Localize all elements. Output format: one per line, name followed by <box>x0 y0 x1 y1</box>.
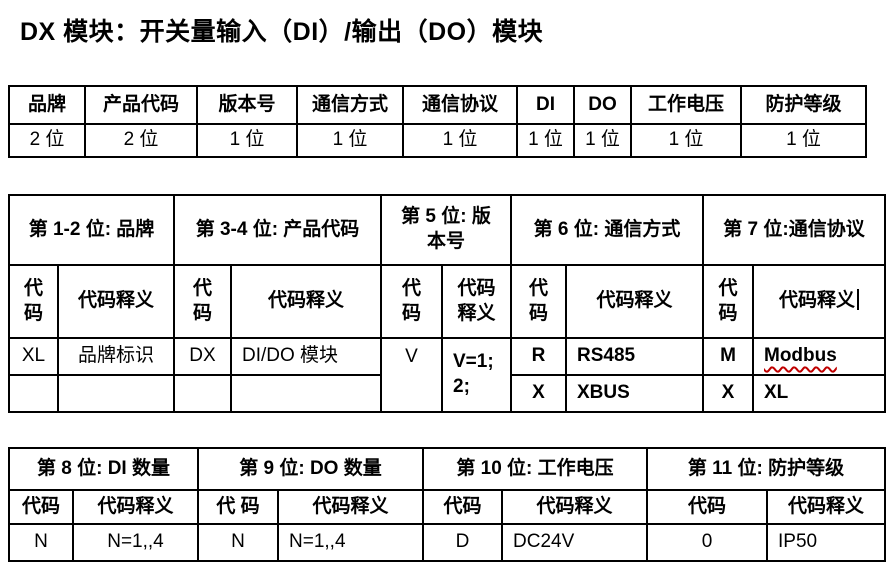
section-header-comm-protocol: 第 7 位:通信协议 <box>702 194 886 266</box>
value-cell: 2 位 <box>84 123 198 158</box>
cell-brand-code: XL <box>8 337 59 376</box>
value-cell: 1 位 <box>196 123 298 158</box>
data-row: N N=1,,4 N N=1,,4 D DC24V 0 IP50 <box>8 523 886 562</box>
section-header-version: 第 5 位: 版 本号 <box>380 194 512 266</box>
cell-empty <box>173 374 232 413</box>
cell-comm-mode-code: R <box>510 337 567 376</box>
cell-voltage-meaning: DC24V <box>501 523 648 562</box>
cell-comm-mode-meaning: RS485 <box>565 337 704 376</box>
cell-empty <box>230 374 382 413</box>
subheader-meaning: 代码释义 <box>766 489 886 525</box>
cell-protocol-meaning: Modbus <box>752 337 886 376</box>
subheader-code: 代 码 <box>197 489 279 525</box>
subheader-meaning: 代码释义 <box>72 489 199 525</box>
header-cell-comm-protocol: 通信协议 <box>402 85 518 125</box>
cell-protocol-meaning: XL <box>752 374 886 413</box>
positions-8-11-table: 第 8 位: DI 数量 第 9 位: DO 数量 第 10 位: 工作电压 第… <box>8 447 886 562</box>
subheader-code: 代 码 <box>173 264 232 339</box>
cell-comm-mode-code: X <box>510 374 567 413</box>
section-header-voltage: 第 10 位: 工作电压 <box>422 447 648 491</box>
subheader-code: 代码 <box>646 489 768 525</box>
cell-voltage-code: D <box>422 523 503 562</box>
cell-do-meaning: N=1,,4 <box>277 523 424 562</box>
data-row: X XBUS X XL <box>8 374 886 413</box>
header-cell-do: DO <box>573 85 632 125</box>
value-cell: 1 位 <box>630 123 742 158</box>
subheader-row: 代码 代码释义 代 码 代码释义 代码 代码释义 代码 代码释义 <box>8 489 886 525</box>
header-cell-voltage: 工作电压 <box>630 85 742 125</box>
misspelled-word: Modbus <box>764 345 837 367</box>
value-cell: 2 位 <box>8 123 86 158</box>
header-cell-product-code: 产品代码 <box>84 85 198 125</box>
subheader-meaning: 代码释义 <box>565 264 704 339</box>
cell-comm-mode-meaning: XBUS <box>565 374 704 413</box>
digit-overview-table: 品牌 产品代码 版本号 通信方式 通信协议 DI DO 工作电压 防护等级 2 … <box>8 85 867 158</box>
subheader-code: 代 码 <box>702 264 754 339</box>
section-header-di-count: 第 8 位: DI 数量 <box>8 447 199 491</box>
cell-protection-code: 0 <box>646 523 768 562</box>
section-header-product-code: 第 3-4 位: 产品代码 <box>173 194 382 266</box>
text-cursor <box>857 289 859 311</box>
section-header-comm-mode: 第 6 位: 通信方式 <box>510 194 704 266</box>
header-cell-version: 版本号 <box>196 85 298 125</box>
cell-di-meaning: N=1,,4 <box>72 523 199 562</box>
subheader-meaning-label: 代码释义 <box>778 290 855 312</box>
cell-empty <box>57 374 175 413</box>
section-header-brand: 第 1-2 位: 品牌 <box>8 194 175 266</box>
value-cell: 1 位 <box>296 123 404 158</box>
section-header-row: 第 8 位: DI 数量 第 9 位: DO 数量 第 10 位: 工作电压 第… <box>8 447 886 491</box>
value-cell: 1 位 <box>402 123 518 158</box>
table-value-row: 2 位 2 位 1 位 1 位 1 位 1 位 1 位 1 位 1 位 <box>8 123 867 158</box>
cell-protocol-code: X <box>702 374 754 413</box>
cell-protection-meaning: IP50 <box>766 523 886 562</box>
header-cell-di: DI <box>516 85 575 125</box>
page-title: DX 模块：开关量输入（DI）/输出（DO）模块 <box>20 18 544 46</box>
cell-do-code: N <box>197 523 279 562</box>
header-cell-brand: 品牌 <box>8 85 86 125</box>
subheader-meaning: 代码 释义 <box>441 264 512 339</box>
subheader-code: 代 码 <box>380 264 443 339</box>
cell-version-code: V <box>380 337 443 413</box>
cell-empty <box>8 374 59 413</box>
cell-product-code: DX <box>173 337 232 376</box>
section-header-do-count: 第 9 位: DO 数量 <box>197 447 424 491</box>
subheader-meaning: 代码释义 <box>501 489 648 525</box>
section-header-row: 第 1-2 位: 品牌 第 3-4 位: 产品代码 第 5 位: 版 本号 第 … <box>8 194 886 266</box>
cell-di-code: N <box>8 523 74 562</box>
cell-product-meaning: DI/DO 模块 <box>230 337 382 376</box>
subheader-code: 代 码 <box>8 264 59 339</box>
subheader-code: 代码 <box>8 489 74 525</box>
cell-protocol-code: M <box>702 337 754 376</box>
subheader-meaning: 代码释义 <box>277 489 424 525</box>
header-cell-protection: 防护等级 <box>740 85 867 125</box>
header-cell-comm-mode: 通信方式 <box>296 85 404 125</box>
subheader-meaning: 代码释义 <box>57 264 175 339</box>
data-row: XL 品牌标识 DX DI/DO 模块 V V=1; 2; R RS485 M … <box>8 337 886 413</box>
subheader-meaning: 代码释义 <box>230 264 382 339</box>
section-header-protection: 第 11 位: 防护等级 <box>646 447 886 491</box>
value-cell: 1 位 <box>573 123 632 158</box>
cell-version-meaning: V=1; 2; <box>441 337 512 413</box>
value-cell: 1 位 <box>740 123 867 158</box>
table-header-row: 品牌 产品代码 版本号 通信方式 通信协议 DI DO 工作电压 防护等级 <box>8 85 867 125</box>
positions-1-7-table: 第 1-2 位: 品牌 第 3-4 位: 产品代码 第 5 位: 版 本号 第 … <box>8 194 886 413</box>
subheader-meaning-with-cursor: 代码释义 <box>752 264 886 339</box>
subheader-row: 代 码 代码释义 代 码 代码释义 代 码 代码 释义 代 码 代码释义 代 码… <box>8 264 886 339</box>
cell-brand-meaning: 品牌标识 <box>57 337 175 376</box>
subheader-code: 代码 <box>422 489 503 525</box>
subheader-code: 代 码 <box>510 264 567 339</box>
value-cell: 1 位 <box>516 123 575 158</box>
